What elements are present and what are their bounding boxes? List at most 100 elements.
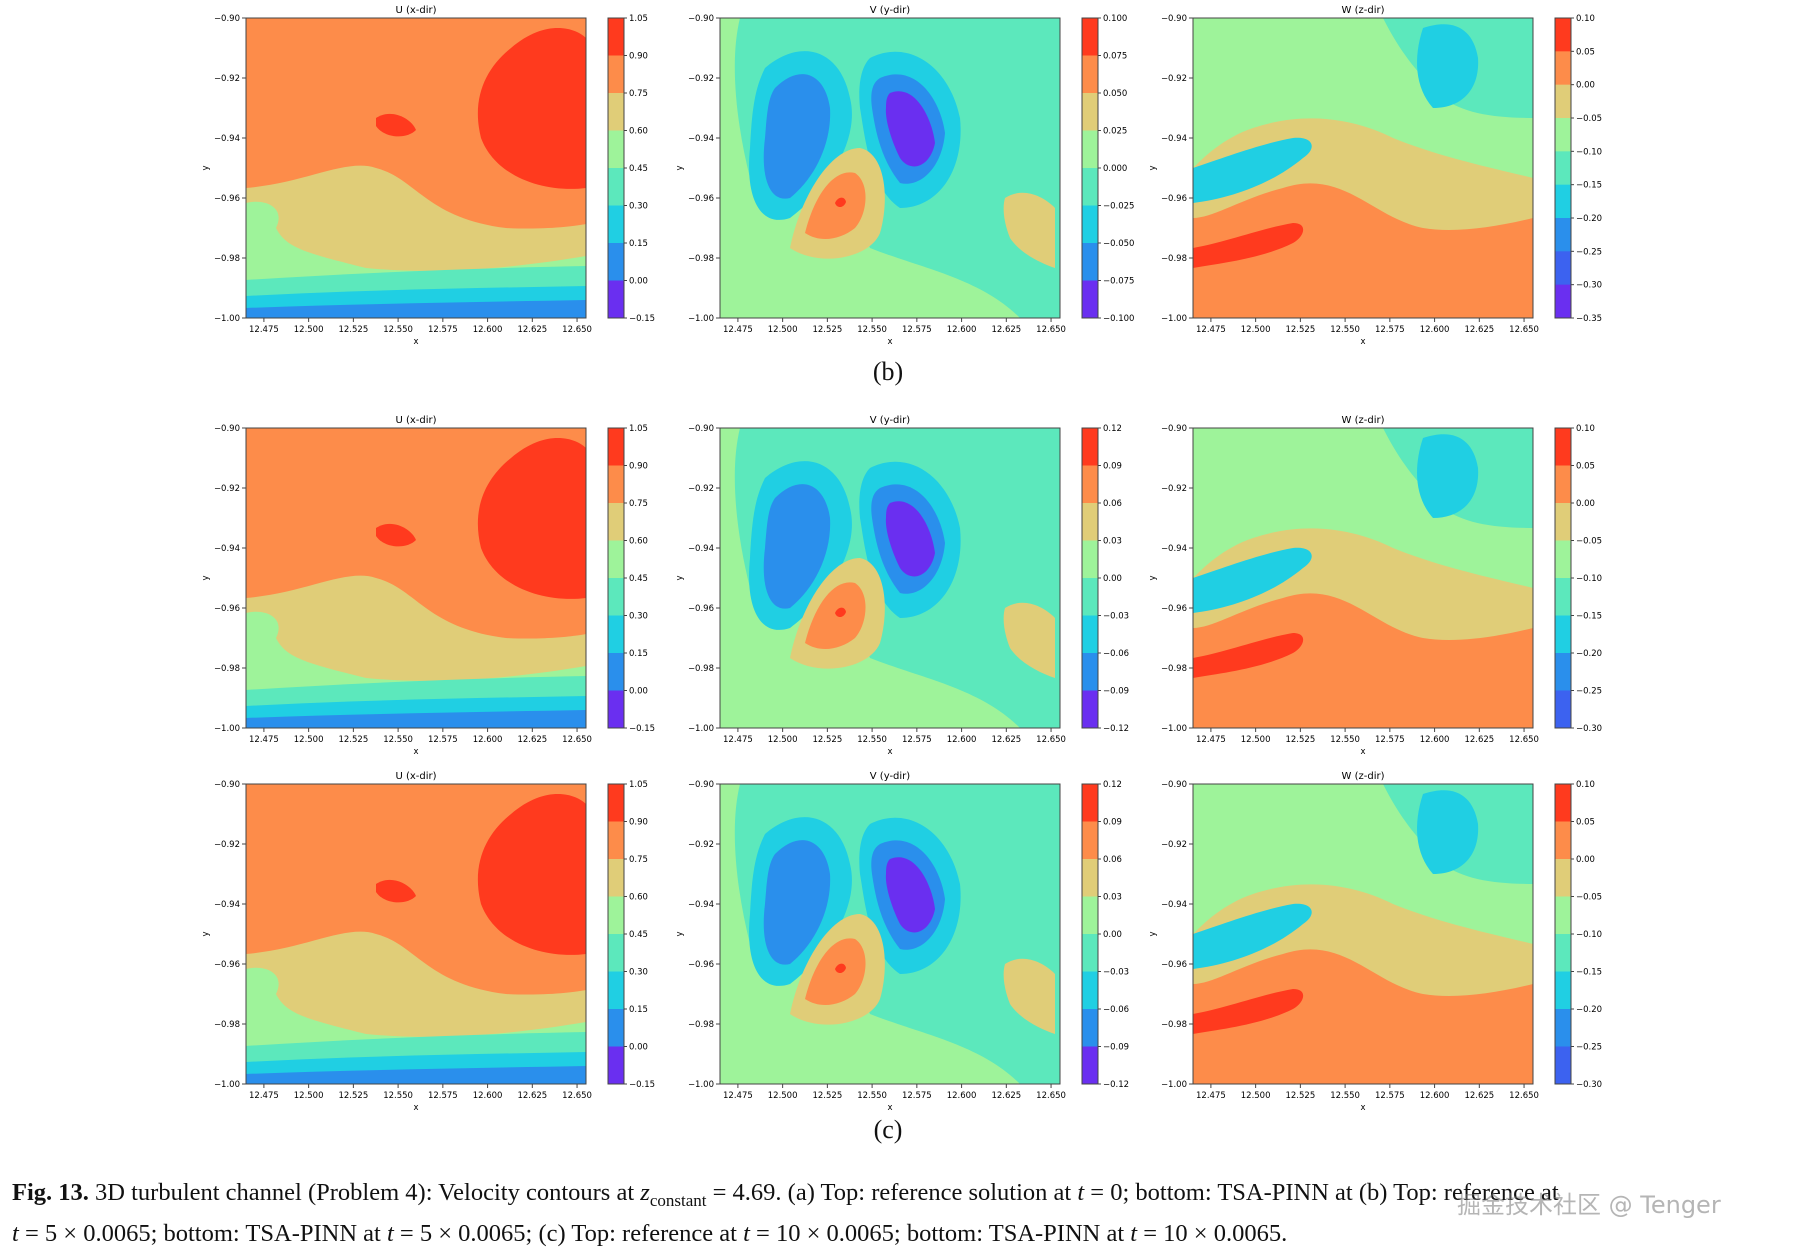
colorbar-band-3-2	[1555, 84, 1571, 119]
colorbar-label-4-8: −0.15	[629, 724, 655, 734]
xtick-label-4-1: 12.500	[294, 735, 324, 745]
ylabel-5: y	[675, 575, 685, 580]
colorbar-band-6-3	[1555, 540, 1571, 579]
ytick-label-7-4: −0.98	[214, 1020, 240, 1030]
colorbar-band-5-5	[1082, 615, 1098, 654]
colorbar-label-4-2: 0.75	[629, 499, 648, 509]
contour-region-4-8	[376, 523, 416, 547]
colorbar-label-6-7: −0.25	[1576, 687, 1602, 697]
contour-plots: U (x-dir) −0.90 −0.92 −0.94 −0.96 −0.98 −1.00 y…	[201, 5, 1602, 1113]
colorbar-label-8-7: −0.09	[1103, 1043, 1129, 1053]
plot-frame-4	[245, 427, 587, 729]
ytick-label-4-0: −0.90	[214, 424, 240, 434]
colorbar-band-8-4	[1082, 934, 1098, 972]
colorbar-label-7-3: 0.60	[629, 893, 648, 903]
contour-region-5-7	[885, 501, 935, 577]
xtick-label-3-5: 12.600	[1420, 325, 1450, 335]
contour-region-8-7	[885, 857, 935, 933]
colorbar-band-7-6	[608, 1009, 624, 1047]
watermark: 掘金技术社区 @ Tenger	[1457, 1191, 1721, 1219]
ylabel-2: y	[675, 165, 685, 170]
contour-region-1-7	[477, 28, 586, 189]
xtick-label-8-5: 12.600	[947, 1091, 977, 1101]
xtick-label-2-3: 12.550	[857, 325, 887, 335]
xtick-label-5-5: 12.600	[947, 735, 977, 745]
colorbar-band-2-2	[1082, 93, 1098, 131]
colorbar-label-6-8: −0.30	[1576, 724, 1602, 734]
colorbar-band-3-1	[1555, 51, 1571, 86]
xtick-label-5-0: 12.475	[723, 735, 753, 745]
ytick-label-9-5: −1.00	[1161, 1080, 1187, 1090]
colorbar-label-7-2: 0.75	[629, 855, 648, 865]
colorbar-band-7-7	[608, 1046, 624, 1085]
xlabel-4: x	[413, 747, 418, 757]
colorbar-label-5-8: −0.12	[1103, 724, 1129, 734]
ytick-label-5-4: −0.98	[688, 664, 714, 674]
ytick-label-8-3: −0.96	[688, 960, 714, 970]
colorbar-label-7-5: 0.30	[629, 968, 648, 978]
contour-panel-7: U (x-dir) −0.90 −0.92 −0.94 −0.96 −0.98 −1.00 y…	[201, 771, 655, 1113]
contour-panel-8: V (y-dir) −0.90 −0.92 −0.94 −0.96 −0.98 −1.00 y…	[675, 771, 1129, 1113]
colorbar-label-6-6: −0.20	[1576, 649, 1602, 659]
contour-region-2-9	[805, 172, 866, 240]
plot-frame-7	[245, 783, 587, 1085]
xtick-label-5-2: 12.525	[812, 735, 842, 745]
plot-frame-2	[719, 17, 1061, 319]
colorbar-label-9-5: −0.15	[1576, 968, 1602, 978]
colorbar-band-4-6	[608, 653, 624, 691]
xlabel-8: x	[887, 1103, 892, 1113]
contour-fill-9	[1193, 784, 1533, 1084]
xtick-label-4-0: 12.475	[249, 735, 279, 745]
colorbar-label-3-6: −0.20	[1576, 214, 1602, 224]
contour-region-1-6	[246, 300, 586, 318]
colorbar-band-8-5	[1082, 971, 1098, 1010]
plot-title-3: W (z-dir)	[1342, 5, 1385, 16]
xtick-label-6-1: 12.500	[1241, 735, 1271, 745]
colorbar-band-2-5	[1082, 205, 1098, 244]
ytick-label-3-0: −0.90	[1161, 14, 1187, 24]
colorbar-label-3-2: 0.00	[1576, 81, 1595, 91]
colorbar-band-8-0	[1082, 784, 1098, 822]
xtick-label-9-3: 12.550	[1330, 1091, 1360, 1101]
xtick-label-1-0: 12.475	[249, 325, 279, 335]
xtick-label-7-7: 12.650	[562, 1091, 592, 1101]
contour-panel-1: U (x-dir) −0.90 −0.92 −0.94 −0.96 −0.98 −1.00 y…	[201, 5, 655, 347]
colorbar-band-9-3	[1555, 896, 1571, 935]
colorbar-band-3-6	[1555, 218, 1571, 252]
contour-fill-3	[1193, 18, 1533, 318]
contour-fill-7	[246, 784, 586, 1084]
contour-region-5-10	[835, 607, 846, 618]
ytick-label-8-0: −0.90	[688, 780, 714, 790]
xtick-label-6-4: 12.575	[1375, 735, 1405, 745]
xtick-label-9-5: 12.600	[1420, 1091, 1450, 1101]
caption-t-4: t	[743, 1219, 750, 1247]
colorbar-label-6-2: 0.00	[1576, 499, 1595, 509]
plot-title-8: V (y-dir)	[870, 771, 911, 782]
colorbar-band-7-0	[608, 784, 624, 822]
contour-region-9-7	[1193, 989, 1304, 1034]
colorbar-band-6-4	[1555, 578, 1571, 616]
colorbar-band-6-0	[1555, 428, 1571, 466]
contour-region-8-9	[805, 938, 866, 1006]
xtick-label-7-3: 12.550	[383, 1091, 413, 1101]
colorbar-band-3-4	[1555, 151, 1571, 186]
xtick-label-6-3: 12.550	[1330, 735, 1360, 745]
colorbar-band-9-0	[1555, 784, 1571, 822]
contour-region-5-9	[805, 582, 866, 650]
xtick-label-1-1: 12.500	[294, 325, 324, 335]
panel-label-b: (b)	[872, 357, 904, 386]
colorbar-label-4-4: 0.45	[629, 574, 648, 584]
ytick-label-3-5: −1.00	[1161, 314, 1187, 324]
colorbar-label-9-8: −0.30	[1576, 1080, 1602, 1090]
contour-fill-4	[246, 428, 586, 728]
ytick-label-2-3: −0.96	[688, 194, 714, 204]
colorbar-label-8-5: −0.03	[1103, 968, 1129, 978]
ytick-label-5-1: −0.92	[688, 484, 714, 494]
ytick-label-6-4: −0.98	[1161, 664, 1187, 674]
colorbar-band-4-2	[608, 503, 624, 541]
ytick-label-5-0: −0.90	[688, 424, 714, 434]
xtick-label-4-5: 12.600	[473, 735, 503, 745]
ytick-label-2-1: −0.92	[688, 74, 714, 84]
colorbar-label-8-8: −0.12	[1103, 1080, 1129, 1090]
